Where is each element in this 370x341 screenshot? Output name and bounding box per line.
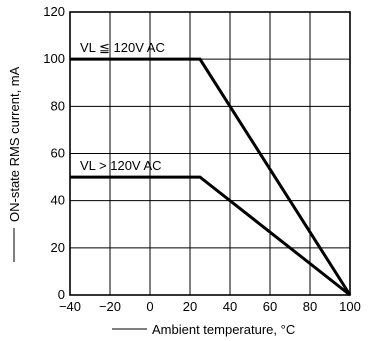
annotations: VL ≦ 120V AC VL > 120V AC (80, 40, 165, 173)
x-tick-label: 100 (339, 299, 361, 314)
y-tick-label: 0 (58, 287, 65, 302)
series-group (70, 57, 352, 297)
y-axis-title: ON-state RMS current, mA (7, 66, 22, 262)
plot-frame (69, 11, 351, 296)
y-axis-label: ON-state RMS current, mA (7, 66, 22, 222)
y-tick-label: 40 (51, 193, 65, 208)
x-tick-labels: −40 −20 0 20 40 60 80 100 (59, 299, 361, 314)
x-tick-label: 40 (223, 299, 237, 314)
series-line-1 (70, 57, 352, 296)
y-tick-label: 60 (51, 146, 65, 161)
grid (69, 11, 351, 296)
y-tick-label: 100 (43, 51, 65, 66)
x-tick-label: −40 (59, 299, 81, 314)
x-tick-label: 80 (303, 299, 317, 314)
y-tick-label: 80 (51, 98, 65, 113)
x-axis-label: Ambient temperature, °C (152, 322, 295, 337)
y-tick-label: 120 (43, 4, 65, 19)
series-label-1: VL ≦ 120V AC (80, 40, 165, 55)
x-tick-label: 20 (183, 299, 197, 314)
x-axis-title: Ambient temperature, °C (112, 322, 295, 337)
series-label-2: VL > 120V AC (80, 158, 162, 173)
x-tick-label: −20 (99, 299, 121, 314)
x-tick-label: 60 (263, 299, 277, 314)
series-line-2 (70, 175, 351, 297)
y-tick-label: 20 (51, 240, 65, 255)
x-tick-label: 0 (146, 299, 153, 314)
y-tick-labels: 0 20 40 60 80 100 120 (43, 4, 65, 302)
